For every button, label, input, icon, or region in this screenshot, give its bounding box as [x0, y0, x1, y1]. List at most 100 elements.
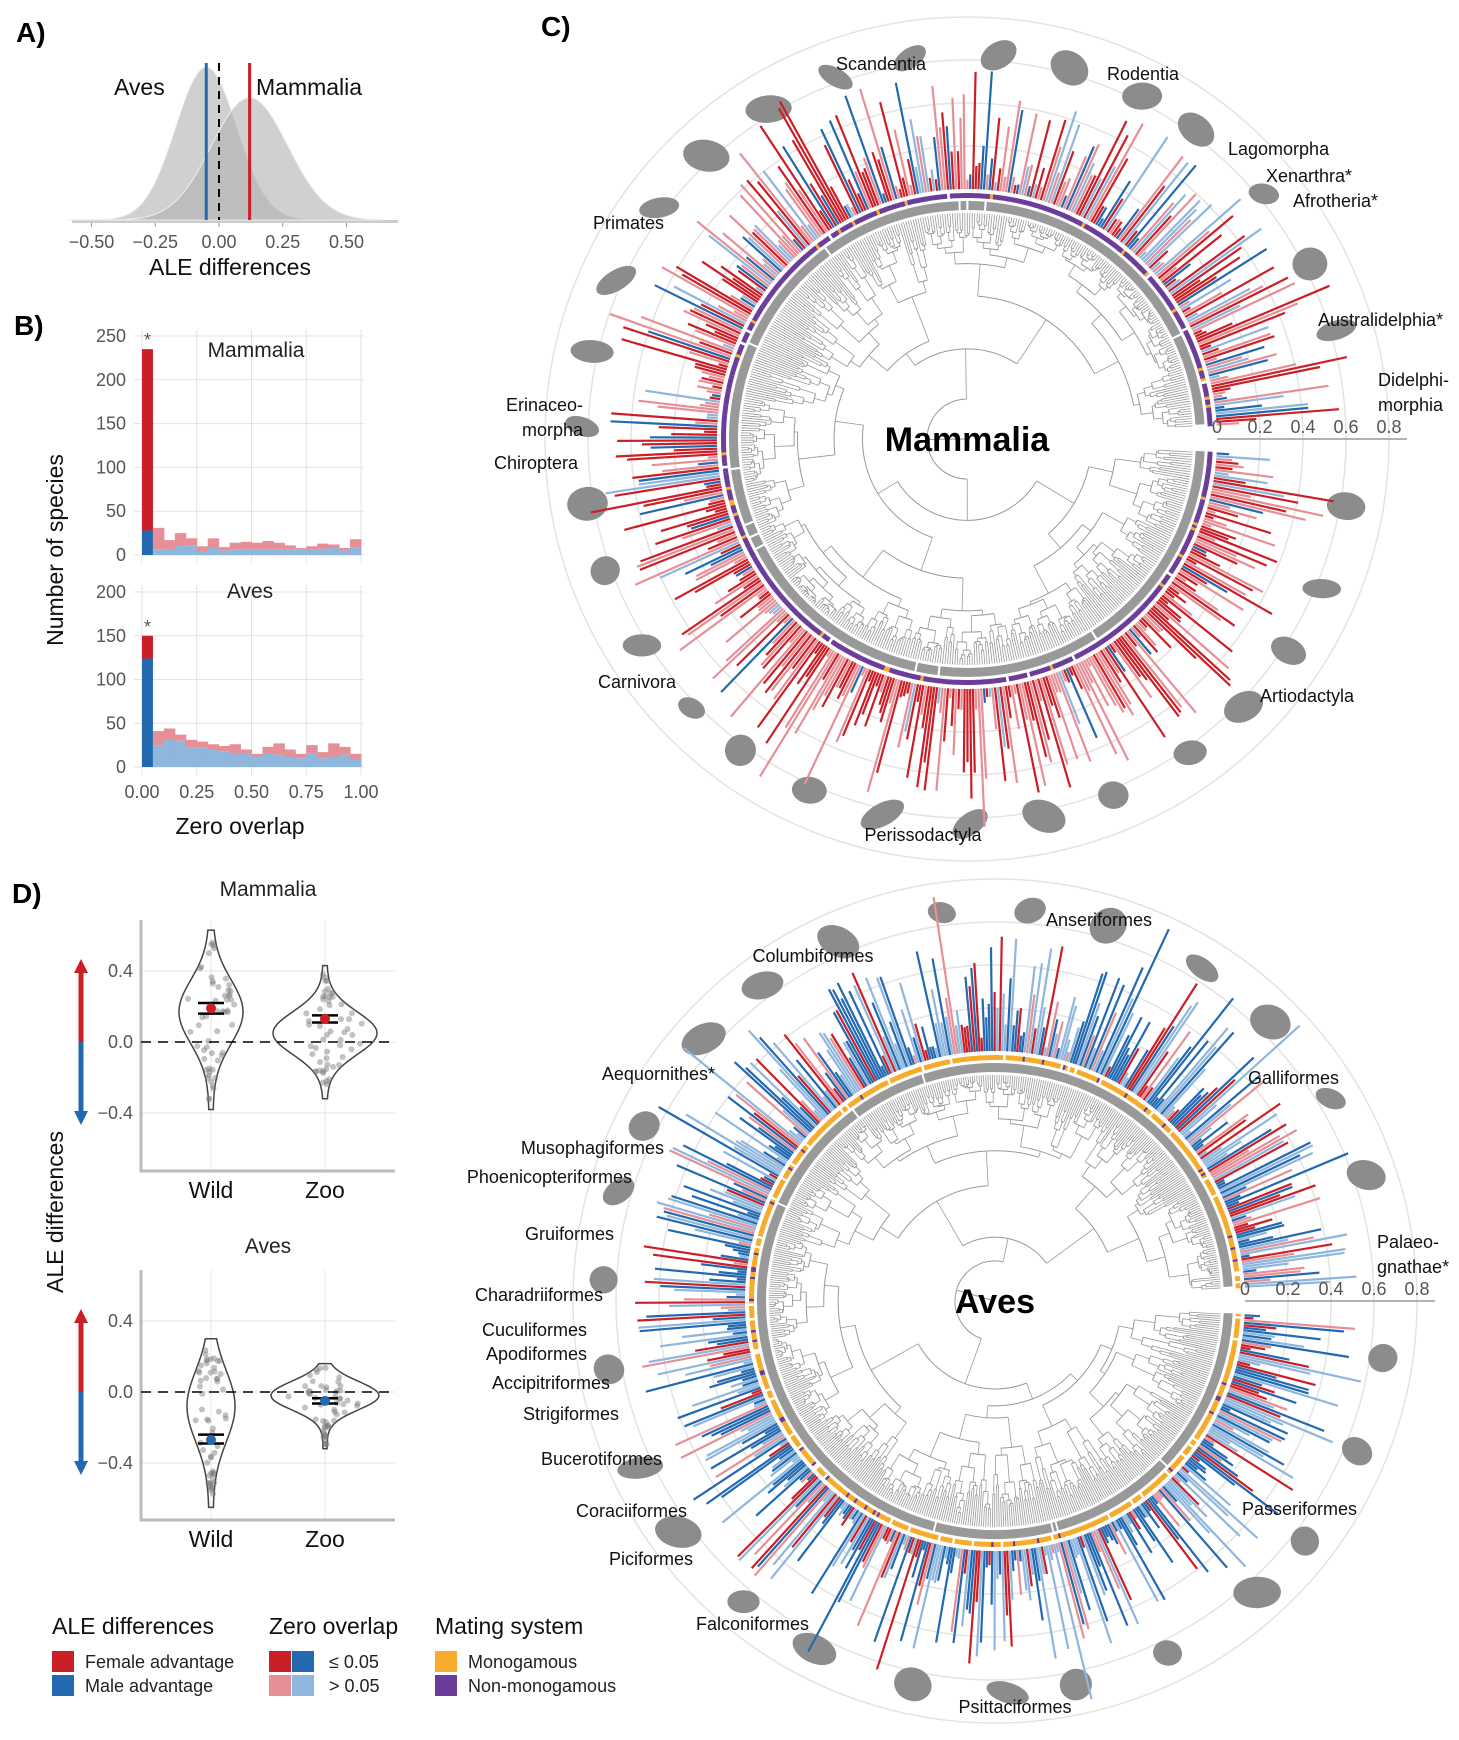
bar-female-weak: [207, 538, 220, 548]
data-point: [302, 1383, 309, 1390]
bar-male-weak: [196, 747, 209, 767]
data-point: [324, 1061, 331, 1068]
x-tick-label: 0.00: [124, 782, 159, 802]
data-point: [203, 1066, 210, 1073]
tree-branch: [1099, 272, 1103, 276]
bar-male-weak: [174, 740, 187, 767]
data-point: [202, 1347, 209, 1354]
tree-branch: [1059, 243, 1062, 246]
data-point: [210, 1470, 217, 1477]
bar-female-weak: [163, 540, 176, 549]
bar-female-weak: [339, 547, 351, 551]
clade-label: gnathae*: [1377, 1257, 1449, 1277]
data-point: [207, 1487, 214, 1494]
data-point: [211, 1449, 218, 1456]
legend-swatch: [435, 1651, 457, 1672]
data-point: [205, 1480, 212, 1487]
bar-female-weak: [185, 538, 198, 546]
data-point: [208, 941, 215, 948]
data-point: [208, 974, 215, 981]
data-point: [320, 993, 327, 1000]
data-point: [302, 1404, 309, 1411]
bar-female-weak: [317, 752, 329, 759]
bar-female-strong: [142, 349, 153, 531]
tree-branch: [831, 375, 841, 396]
tree-branch: [835, 1426, 839, 1430]
bar-female-weak: [328, 743, 340, 757]
x-axis-title: ALE differences: [149, 254, 311, 280]
bar-male-weak: [207, 749, 220, 767]
legend-swatch: [292, 1675, 314, 1696]
tree-branch: [1131, 1353, 1137, 1366]
tree-branch: [1132, 1180, 1138, 1187]
data-point: [330, 1063, 337, 1070]
bar-female-weak: [328, 544, 340, 548]
tree-branch: [892, 1435, 898, 1441]
data-point: [320, 1068, 327, 1075]
tree-branch: [760, 501, 762, 504]
data-point: [200, 1447, 207, 1454]
data-point: [323, 1384, 330, 1391]
bar-female-weak: [251, 753, 263, 757]
bar-female-weak: [317, 543, 329, 549]
tree-branch: [1147, 318, 1152, 325]
data-point: [331, 1406, 338, 1413]
data-point: [228, 996, 235, 1003]
panel-a-density: A) Aves Mammalia −0.50 −0.25 0.00 0.25 0.50 ALE …: [16, 17, 398, 280]
significance-star: *: [144, 617, 151, 637]
density-mammalia: [66, 97, 385, 221]
data-point: [312, 1045, 319, 1052]
data-point: [357, 1040, 364, 1047]
animal-silhouette-icon: [894, 1667, 932, 1702]
bar-female-weak: [284, 749, 296, 757]
animal-silhouette-icon: [741, 971, 784, 1000]
panel-c-trees: C) 0 0.2 0.4 0.6 0.8 Mammalia Scandentia Rodenti…: [467, 11, 1449, 1724]
bars-female-strong: [590, 71, 1348, 799]
data-point: [333, 1387, 340, 1394]
animal-silhouette-icon: [1346, 1159, 1386, 1191]
tree-branch: [1160, 516, 1163, 519]
panel-label-a: A): [16, 17, 46, 48]
data-point: [200, 1047, 207, 1054]
clade-label: morphia: [1378, 395, 1444, 415]
data-point: [208, 1050, 215, 1057]
data-point: [214, 1375, 221, 1382]
animal-silhouette-icon: [1292, 247, 1328, 281]
data-point: [214, 1378, 221, 1385]
x-tick-label: −0.50: [69, 232, 115, 252]
data-point: [344, 1397, 351, 1404]
x-tick-label: 0.00: [201, 232, 236, 252]
clade-label: Galliformes: [1248, 1068, 1339, 1088]
bar-male-weak: [152, 745, 165, 767]
data-point: [215, 1408, 222, 1415]
data-point: [206, 1472, 213, 1479]
data-point: [326, 1076, 333, 1083]
panel-d-violin: D) Mammalia −0.4 0.0 0.4 Wild Zoo Aves −0.4 0.0 0.…: [12, 878, 395, 1552]
tree-branch: [1105, 284, 1110, 289]
animal-silhouette-icon: [683, 139, 730, 172]
arrow-down-icon: [74, 1111, 88, 1125]
tree-branch: [820, 1192, 826, 1200]
data-point: [322, 977, 329, 984]
bar-female-weak: [306, 745, 318, 754]
animal-silhouette-icon: [1122, 82, 1163, 110]
data-point: [211, 1355, 218, 1362]
tree-branch: [1156, 492, 1159, 496]
data-point: [207, 1454, 214, 1461]
animal-silhouette-icon: [622, 634, 662, 657]
data-point: [346, 1016, 353, 1023]
data-point: [305, 1388, 312, 1395]
clade-label: Erinaceo-: [506, 395, 583, 415]
animal-silhouette-icon: [792, 1632, 837, 1666]
tree-branch: [1100, 1145, 1106, 1150]
bar-female-weak: [262, 540, 274, 549]
tree-branch: [1054, 238, 1059, 242]
arrow-up-icon: [74, 1309, 88, 1323]
animal-silhouette-icon: [565, 415, 600, 438]
bar-female-weak: [350, 539, 362, 548]
tree-branch: [868, 629, 872, 632]
data-point: [208, 1484, 215, 1491]
data-point: [229, 1021, 236, 1028]
data-point: [215, 984, 222, 991]
data-point: [306, 1372, 313, 1379]
